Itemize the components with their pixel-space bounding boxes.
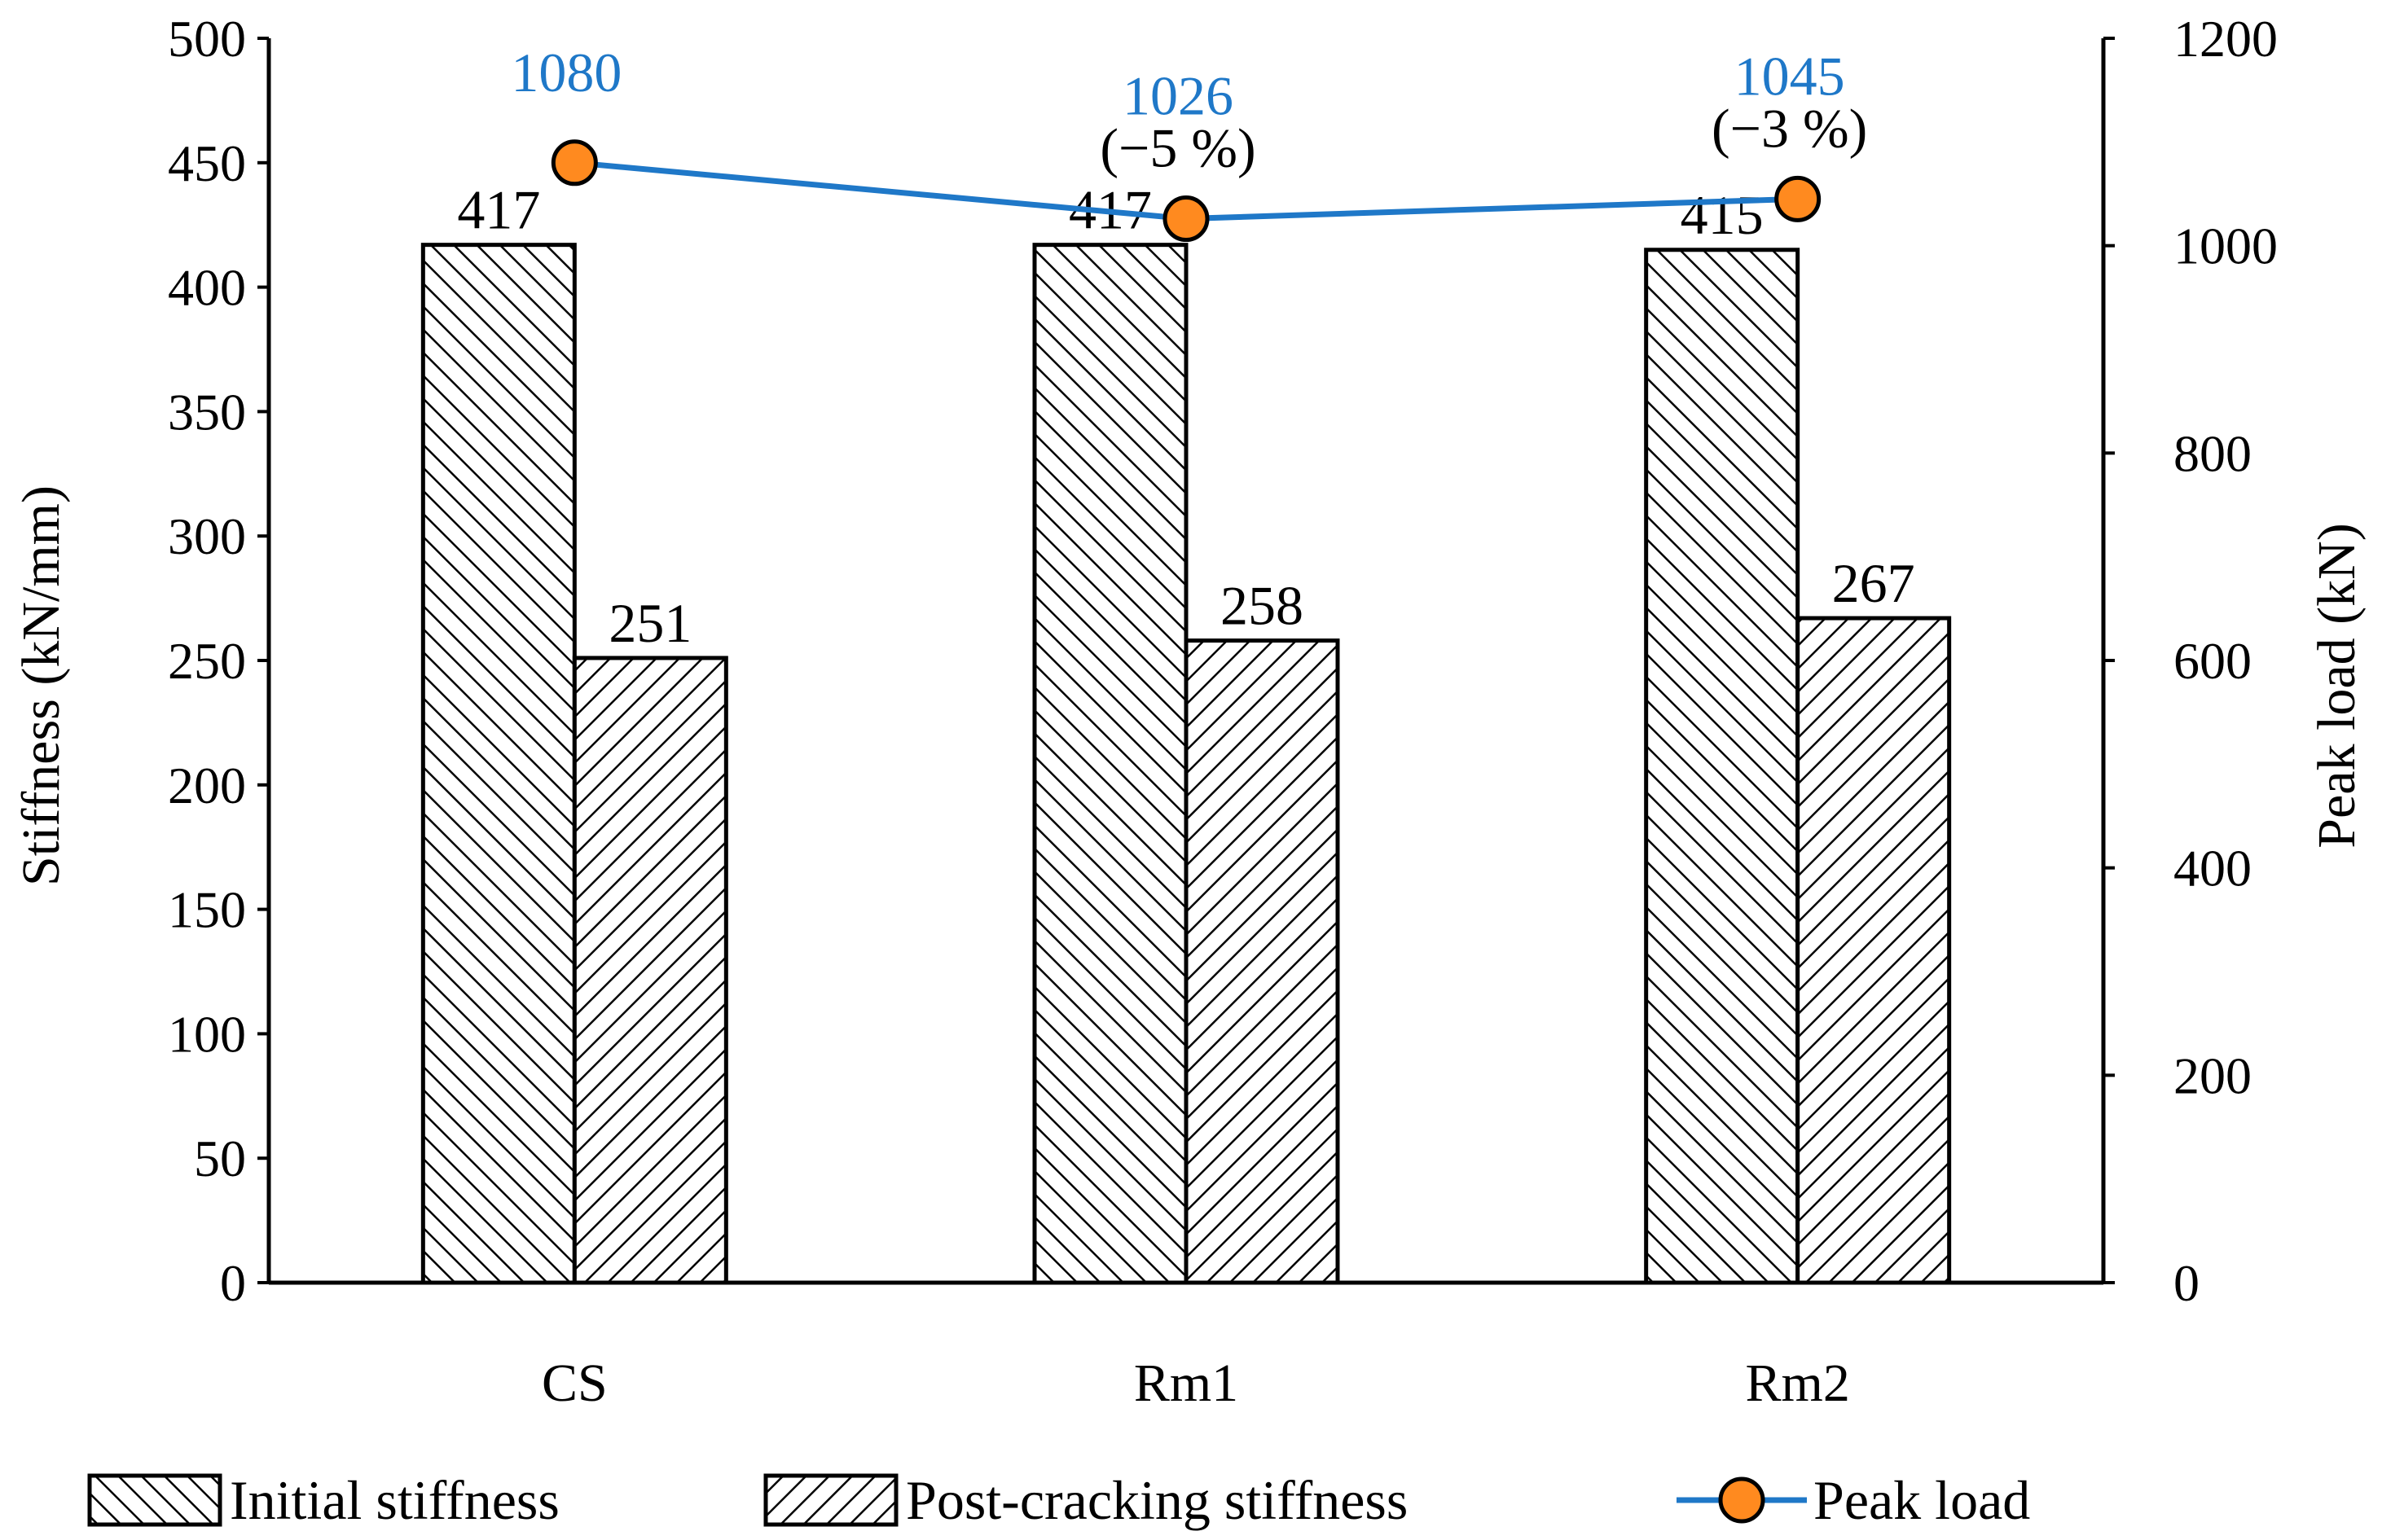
legend-item-post-cracking-stiffness: Post-cracking stiffness <box>763 1469 1408 1531</box>
bar-post-cracking-stiffness-rm2 <box>1795 616 1952 1285</box>
peak-load-marker-rm1 <box>1162 195 1210 243</box>
y2-tick-label-400: 400 <box>2173 840 2252 897</box>
y-tick-label-450: 450 <box>168 134 246 192</box>
y-tick-label-100: 100 <box>168 1005 246 1063</box>
y-tick-label-500: 500 <box>168 10 246 68</box>
y-tick-label-150: 150 <box>168 881 246 939</box>
y-tick-label-250: 250 <box>168 632 246 690</box>
y2-axis-title: Peak load (kN) <box>2307 523 2367 849</box>
bar-label-post-cracking-rm1: 258 <box>1220 575 1303 637</box>
peak-labels: 1080 1026(−5 %) 1045(−3 %) <box>511 42 1867 179</box>
bar-initial-stiffness-cs <box>420 243 577 1285</box>
peak-change-label-rm2: (−3 %) <box>1712 97 1867 159</box>
bar-post-cracking-stiffness-cs <box>572 656 728 1285</box>
axes <box>266 38 2106 1285</box>
y-tick-label-0: 0 <box>220 1254 246 1312</box>
peak-value-label-rm1: 1026 <box>1123 65 1233 127</box>
legend-label-post-cracking-stiffness: Post-cracking stiffness <box>906 1469 1408 1531</box>
left-axis-ticks: 0 50 100 150 200 250 300 350 400 450 500 <box>168 10 269 1312</box>
y-tick-label-50: 50 <box>194 1130 246 1187</box>
bar-label-initial-cs: 417 <box>457 179 540 241</box>
category-labels: CS Rm1 Rm2 <box>542 1354 1850 1413</box>
bar-initial-stiffness-rm1 <box>1032 243 1189 1285</box>
bar-label-initial-rm2: 415 <box>1681 184 1764 246</box>
legend-item-initial-stiffness: Initial stiffness <box>87 1469 560 1531</box>
right-axis-ticks: 0 200 400 600 800 1000 1200 <box>2103 10 2278 1312</box>
peak-change-label-rm1: (−5 %) <box>1100 117 1255 179</box>
peak-load-marker-rm2 <box>1774 175 1822 222</box>
legend: Initial stiffness Post-cracking stiffnes… <box>87 1469 2030 1531</box>
bar-initial-stiffness-rm2 <box>1644 248 1800 1285</box>
legend-label-peak-load: Peak load <box>1813 1469 2030 1531</box>
peak-value-label-rm2: 1045 <box>1734 45 1845 107</box>
legend-label-initial-stiffness: Initial stiffness <box>230 1469 560 1531</box>
y-tick-label-400: 400 <box>168 259 246 317</box>
bar-label-post-cracking-cs: 251 <box>609 592 692 654</box>
y2-tick-label-600: 600 <box>2173 632 2252 690</box>
legend-swatch-initial-stiffness <box>87 1473 222 1527</box>
bar-label-post-cracking-rm2: 267 <box>1832 552 1915 614</box>
y2-tick-label-200: 200 <box>2173 1046 2252 1104</box>
y2-tick-label-800: 800 <box>2173 424 2252 482</box>
y-tick-label-350: 350 <box>168 383 246 441</box>
peak-value-label-cs: 1080 <box>511 42 622 103</box>
y2-tick-label-1000: 1000 <box>2173 217 2278 275</box>
bar-post-cracking-stiffness-rm1 <box>1184 638 1340 1285</box>
legend-marker-peak-load <box>1718 1476 1765 1524</box>
y2-tick-label-1200: 1200 <box>2173 10 2278 68</box>
y-axis-title: Stiffness (kN/mm) <box>11 485 71 886</box>
y-tick-label-300: 300 <box>168 507 246 565</box>
peak-load-line-layer <box>551 139 1822 243</box>
y-tick-label-200: 200 <box>168 757 246 814</box>
legend-item-peak-load: Peak load <box>1677 1469 2030 1531</box>
bars <box>420 243 1952 1285</box>
category-label-rm1: Rm1 <box>1134 1354 1238 1413</box>
legend-swatch-post-cracking-stiffness <box>763 1473 899 1527</box>
plot-area: 0 50 100 150 200 250 300 350 400 450 500 0 200 400 60… <box>168 10 2278 1413</box>
category-label-cs: CS <box>542 1354 608 1413</box>
peak-load-marker-cs <box>551 139 598 186</box>
category-label-rm2: Rm2 <box>1745 1354 1849 1413</box>
y2-tick-label-0: 0 <box>2173 1254 2200 1312</box>
